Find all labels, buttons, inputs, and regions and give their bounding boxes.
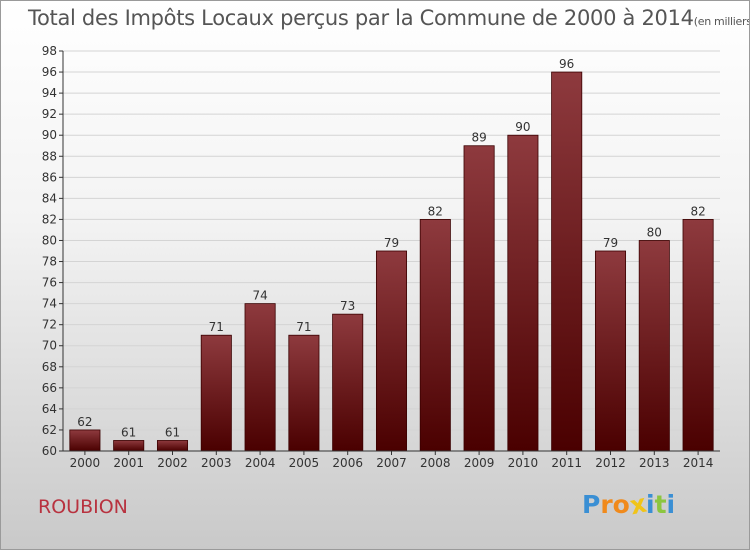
logo-letter-0: P <box>582 490 601 519</box>
bar-2006[interactable] <box>332 313 364 452</box>
data-label-2005: 71 <box>296 320 311 334</box>
axes <box>59 50 720 455</box>
x-tick-label-2012: 2012 <box>595 456 626 470</box>
y-tick-label-92: 92 <box>42 107 57 121</box>
bar-2013[interactable] <box>638 240 670 452</box>
data-label-2010: 90 <box>515 120 530 134</box>
data-label-2004: 74 <box>252 289 267 303</box>
proxiti-logo[interactable]: Proxiti <box>582 489 676 521</box>
data-label-2013: 80 <box>647 225 662 239</box>
bar-2005[interactable] <box>288 334 320 452</box>
y-tick-label-90: 90 <box>42 128 57 142</box>
bar-2004[interactable] <box>244 303 276 452</box>
x-tick-label-2006: 2006 <box>332 456 363 470</box>
y-tick-label-62: 62 <box>42 423 57 437</box>
bar-2000[interactable] <box>69 429 101 452</box>
x-tick-label-2004: 2004 <box>245 456 276 470</box>
bar-2010[interactable] <box>507 134 539 452</box>
x-tick-label-2001: 2001 <box>113 456 144 470</box>
y-tick-label-64: 64 <box>42 402 57 416</box>
logo-letter-6: i <box>666 490 676 519</box>
y-tick-label-76: 76 <box>42 276 57 290</box>
data-label-2006: 73 <box>340 299 355 313</box>
data-label-2003: 71 <box>209 320 224 334</box>
x-tick-label-2014: 2014 <box>683 456 714 470</box>
x-tick-label-2010: 2010 <box>508 456 539 470</box>
y-tick-label-96: 96 <box>42 65 57 79</box>
x-tick-label-2011: 2011 <box>551 456 582 470</box>
data-label-2002: 61 <box>165 425 180 439</box>
x-tick-label-2005: 2005 <box>289 456 320 470</box>
x-tick-label-2013: 2013 <box>639 456 670 470</box>
data-label-2000: 62 <box>77 415 92 429</box>
bar-2007[interactable] <box>375 250 408 452</box>
y-tick-label-80: 80 <box>42 233 57 247</box>
logo-letter-1: r <box>600 490 613 519</box>
bar-2008[interactable] <box>419 219 451 452</box>
bar-2012[interactable] <box>594 250 627 452</box>
chart-title-text: Total des Impôts Locaux perçus par la Co… <box>28 6 694 30</box>
data-label-2011: 96 <box>559 57 574 71</box>
y-tick-label-74: 74 <box>42 297 57 311</box>
y-tick-label-88: 88 <box>42 149 57 163</box>
x-tick-label-2008: 2008 <box>420 456 451 470</box>
logo-letter-4: i <box>646 490 655 519</box>
y-tick-label-70: 70 <box>42 339 57 353</box>
bar-2014[interactable] <box>682 219 714 452</box>
bar-2001[interactable] <box>113 440 145 452</box>
chart-subtitle: (en milliers d'€) <box>693 15 750 28</box>
bar-2002[interactable] <box>156 440 189 452</box>
data-label-2008: 82 <box>428 204 443 218</box>
y-tick-label-72: 72 <box>42 318 57 332</box>
x-tick-label-2000: 2000 <box>70 456 101 470</box>
x-tick-label-2002: 2002 <box>157 456 188 470</box>
chart-title: Total des Impôts Locaux perçus par la Co… <box>28 6 750 30</box>
logo-letter-5: t <box>654 490 667 519</box>
y-tick-label-84: 84 <box>42 191 57 205</box>
y-tick-label-94: 94 <box>42 86 57 100</box>
data-label-2001: 61 <box>121 425 136 439</box>
y-tick-label-82: 82 <box>42 212 57 226</box>
commune-name: ROUBION <box>38 496 128 518</box>
data-label-2014: 82 <box>690 204 705 218</box>
data-label-2012: 79 <box>603 236 618 250</box>
bar-2011[interactable] <box>551 71 583 452</box>
bar-2009[interactable] <box>463 145 495 452</box>
logo-letter-2: o <box>612 490 630 519</box>
labels: 60 62 64 66 68 70 72 74 76 78 80 82 84 86 88 90 92 94 96 98… <box>42 44 714 470</box>
y-tick-label-60: 60 <box>42 444 57 458</box>
y-tick-label-66: 66 <box>42 381 57 395</box>
data-label-2009: 89 <box>471 131 486 145</box>
y-tick-label-68: 68 <box>42 360 57 374</box>
data-label-2007: 79 <box>384 236 399 250</box>
x-tick-label-2007: 2007 <box>376 456 407 470</box>
y-tick-label-78: 78 <box>42 255 57 269</box>
x-tick-label-2003: 2003 <box>201 456 232 470</box>
y-tick-label-98: 98 <box>42 44 57 58</box>
x-tick-label-2009: 2009 <box>464 456 495 470</box>
bars <box>69 71 714 452</box>
y-tick-label-86: 86 <box>42 170 57 184</box>
bar-2003[interactable] <box>200 334 232 452</box>
